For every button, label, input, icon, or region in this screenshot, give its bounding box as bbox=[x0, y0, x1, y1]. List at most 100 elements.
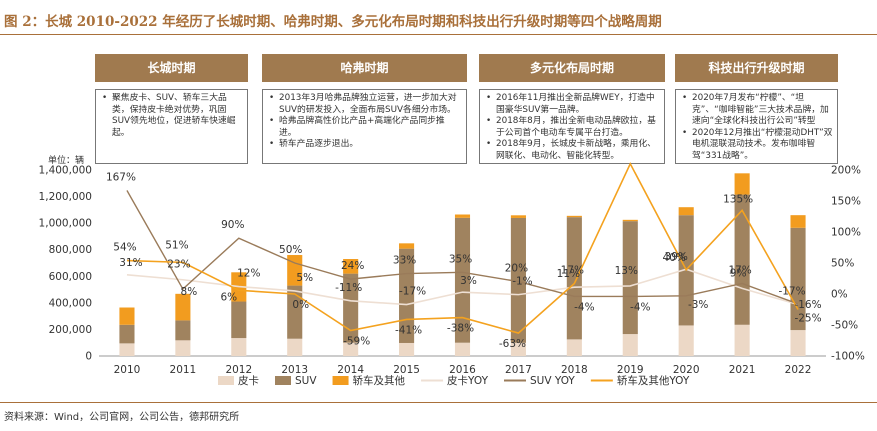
combo-chart: 0 200,000 400,000 600,000 800,000 1,000,000 1,… bbox=[39, 162, 865, 387]
bar-pickup bbox=[119, 343, 135, 356]
x-tick-label: 2020 bbox=[673, 364, 700, 376]
x-tick-label: 2018 bbox=[561, 364, 588, 376]
y-left-tick-label: 200,000 bbox=[49, 324, 92, 336]
bar-sedan bbox=[343, 259, 359, 274]
suv-yoy-data-label: -4% bbox=[574, 301, 594, 313]
sedan-yoy-data-label: 54% bbox=[113, 242, 136, 254]
pickup-yoy-data-label: 3% bbox=[460, 275, 477, 287]
legend-label-suv: SUV bbox=[295, 375, 317, 387]
title-rule bbox=[0, 34, 877, 35]
suv-yoy-data-label: -4% bbox=[630, 301, 650, 313]
y-left-tick-label: 0 bbox=[85, 351, 92, 363]
bar-pickup bbox=[399, 342, 415, 356]
pickup-yoy-data-label: 5% bbox=[296, 272, 313, 284]
phase-note-3: 2016年11月推出全新品牌WEY，打造中国豪华SUV第一品牌。 2018年8月… bbox=[479, 89, 665, 164]
suv-yoy-data-label: -16% bbox=[794, 299, 821, 311]
bar-suv bbox=[734, 194, 750, 325]
phase-header-2: 哈弗时期 bbox=[262, 54, 467, 82]
unit-label: 单位：辆 bbox=[48, 156, 85, 166]
x-tick-label: 2021 bbox=[729, 364, 756, 376]
phase-header-4: 科技出行升级时期 bbox=[675, 54, 838, 82]
phase-4-note-1: 2020年7月发布“柠檬”、“坦克”、“咖啡智能”三大技术品牌，加速向“全球化科… bbox=[682, 93, 833, 128]
suv-yoy-data-label: 20% bbox=[505, 263, 528, 275]
bar-pickup bbox=[622, 334, 638, 356]
sedan-yoy-data-label: 51% bbox=[165, 239, 188, 251]
bar-sedan bbox=[510, 215, 526, 218]
bar-pickup bbox=[566, 339, 582, 356]
x-tick-label: 2010 bbox=[114, 364, 141, 376]
bar-suv bbox=[343, 273, 359, 343]
y-left-tick-label: 400,000 bbox=[49, 297, 92, 309]
x-tick-label: 2017 bbox=[505, 364, 532, 376]
phase-header-1: 长城时期 bbox=[95, 54, 248, 82]
legend-label-pickup: 皮卡 bbox=[238, 374, 259, 387]
sedan-yoy-data-label: -38% bbox=[447, 323, 474, 335]
sedan-yoy-data-label: 17% bbox=[561, 264, 584, 276]
sedan-yoy-data-label: -63% bbox=[499, 338, 526, 350]
bar-suv bbox=[287, 285, 303, 339]
phase-header-3: 多元化布局时期 bbox=[479, 54, 665, 82]
sedan-yoy-data-label: -59% bbox=[343, 336, 370, 348]
y-right-tick-label: 0% bbox=[831, 289, 848, 301]
sedan-yoy-data-label: 6% bbox=[220, 291, 237, 303]
figure-title: 图 2：长城 2010-2022 年经历了长城时期、哈弗时期、多元化布局时期和科… bbox=[4, 14, 662, 30]
phase-3-note-3: 2018年9月，长城皮卡新战略，乘用化、网联化、电动化、智能化转型。 bbox=[486, 139, 660, 162]
phase-2-note-2: 哈弗品牌高性价比产品+高端化产品同步推进。 bbox=[269, 116, 462, 139]
phase-note-4: 2020年7月发布“柠檬”、“坦克”、“咖啡智能”三大技术品牌，加速向“全球化科… bbox=[675, 89, 838, 164]
bar-suv bbox=[175, 320, 191, 341]
legend-label-pickup-yoy: 皮卡YOY bbox=[447, 374, 489, 387]
bar-pickup bbox=[734, 324, 750, 356]
bar-sedan bbox=[119, 307, 135, 325]
pickup-yoy-data-label: -17% bbox=[399, 286, 426, 298]
y-right-tick-label: 150% bbox=[831, 196, 861, 208]
bar-pickup bbox=[678, 325, 694, 356]
phase-3-note-2: 2018年8月，推出全新电动品牌欧拉，基于公司首个电动车专属平台打造。 bbox=[486, 116, 660, 139]
x-tick-label: 2013 bbox=[281, 364, 308, 376]
pickup-yoy-data-label: 40% bbox=[663, 252, 686, 264]
x-tick-label: 2016 bbox=[449, 364, 476, 376]
bar-pickup bbox=[510, 342, 526, 356]
bar-suv bbox=[566, 217, 582, 340]
source-note: 资料来源：Wind，公司官网，公司公告，德邦研究所 bbox=[4, 412, 240, 423]
bar-pickup bbox=[287, 338, 303, 356]
y-left-tick-label: 600,000 bbox=[49, 271, 92, 283]
suv-yoy-data-label: 50% bbox=[279, 244, 302, 256]
bar-sedan bbox=[566, 215, 582, 218]
pickup-yoy-data-label: 12% bbox=[237, 268, 260, 280]
x-tick-label: 2015 bbox=[393, 364, 420, 376]
x-tick-label: 2019 bbox=[617, 364, 644, 376]
bar-sedan bbox=[790, 215, 806, 228]
pickup-yoy-data-label: 31% bbox=[119, 257, 142, 269]
bar-sedan bbox=[399, 243, 415, 249]
y-left-tick-label: 1,400,000 bbox=[39, 165, 92, 177]
sedan-yoy-data-label: 39% bbox=[665, 251, 688, 263]
suv-yoy-data-label: 33% bbox=[393, 255, 416, 267]
sedan-yoy-data-label: 135% bbox=[723, 193, 753, 205]
bar-pickup bbox=[231, 338, 247, 356]
pickup-yoy-data-label: -17% bbox=[778, 286, 805, 298]
bar-suv bbox=[119, 324, 135, 344]
pickup-yoy-data-label: -11% bbox=[335, 282, 362, 294]
bar-pickup bbox=[175, 340, 191, 356]
suv-yoy-data-label: 17% bbox=[728, 264, 751, 276]
bar-pickup bbox=[454, 342, 471, 356]
bar-sedan bbox=[287, 255, 303, 286]
suv-yoy-line bbox=[126, 190, 799, 305]
bar-pickup bbox=[343, 342, 359, 356]
pickup-yoy-data-label: 9% bbox=[730, 267, 747, 279]
bar-suv bbox=[790, 227, 806, 331]
suv-yoy-data-label: 90% bbox=[221, 219, 244, 231]
phase-2-note-1: 2013年3月哈弗品牌独立运营，进一步加大对SUV的研发投入，全面布局SUV各细… bbox=[269, 93, 462, 116]
bottom-rule bbox=[0, 402, 877, 403]
pickup-yoy-data-label: 11% bbox=[557, 268, 580, 280]
legend-label-sedan: 轿车及其他 bbox=[353, 374, 406, 387]
x-tick-label: 2012 bbox=[225, 364, 252, 376]
y-left-tick-label: 800,000 bbox=[49, 244, 92, 256]
bar-suv bbox=[231, 301, 247, 339]
pickup-yoy-data-label: 13% bbox=[615, 265, 638, 277]
y-left-tick-label: 1,000,000 bbox=[39, 218, 92, 230]
sedan-yoy-data-label: 0% bbox=[292, 299, 309, 311]
sedan-yoy-line bbox=[126, 162, 799, 334]
legend-swatch-sedan bbox=[332, 376, 349, 385]
suv-yoy-data-label: -3% bbox=[688, 299, 708, 311]
